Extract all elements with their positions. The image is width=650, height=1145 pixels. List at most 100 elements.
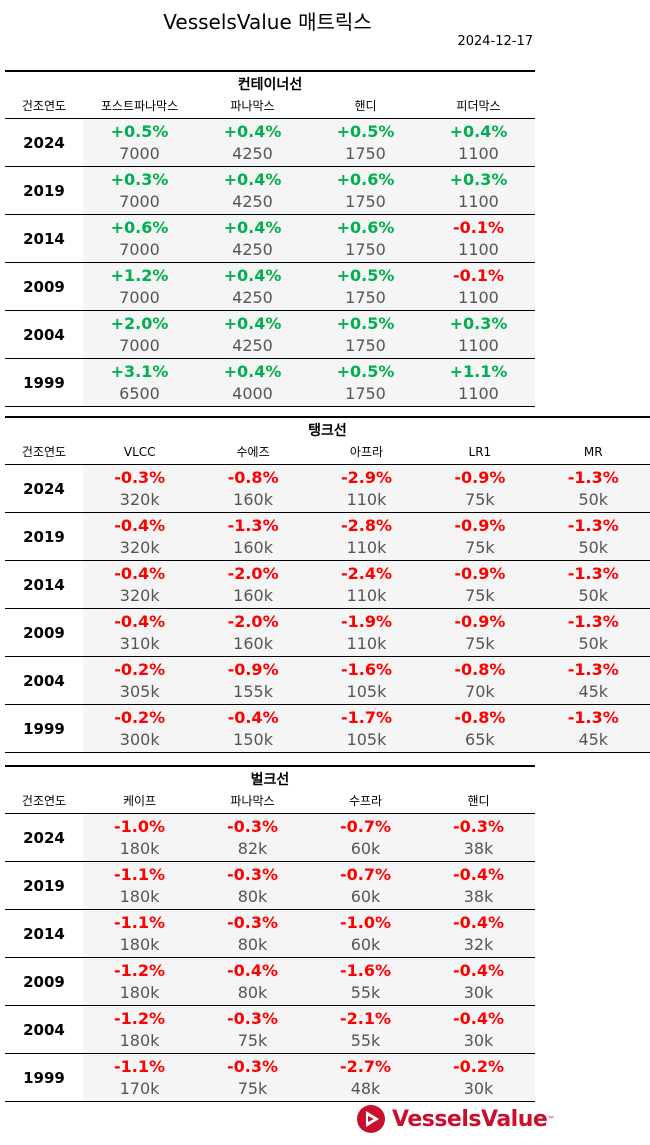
vessel-value: 7000 (119, 239, 160, 259)
table-row: 2004 -1.2% 180k -0.3% 75k -2.1% 55k -0.4% 30k (5, 1006, 535, 1054)
change-percent: -1.1% (113, 1056, 165, 1076)
vessel-value: 4250 (232, 191, 273, 211)
vessel-value: 180k (119, 934, 160, 954)
value-cell: +0.4% 4250 (196, 215, 309, 262)
change-percent: -0.4% (114, 563, 166, 583)
year-header: 건조연도 (21, 445, 67, 459)
change-percent: +0.6% (110, 217, 169, 237)
value-cell: -0.9% 75k (423, 513, 537, 560)
vessel-value: 110k (346, 489, 387, 509)
year-cell: 2014 (5, 910, 83, 957)
change-percent: +0.4% (449, 121, 508, 141)
value-cell: -0.9% 75k (423, 465, 537, 512)
column-header: 핸디 (467, 794, 490, 808)
value-cell: +2.0% 7000 (83, 311, 196, 358)
vessel-value: 1100 (458, 191, 499, 211)
value-cell: -0.2% 300k (83, 705, 197, 752)
value-cell: -1.0% 60k (309, 910, 422, 957)
year-cell: 2024 (5, 814, 83, 861)
value-cell: -0.3% 80k (196, 910, 309, 957)
vessel-value: 50k (578, 489, 609, 509)
change-percent: -0.9% (227, 659, 279, 679)
section-table: 컨테이너선 건조연도 포스트파나막스 파나막스 핸디 피더막스 2024 +0.5% 7000… (5, 70, 535, 407)
vessel-value: 1750 (345, 191, 386, 211)
vessel-value: 160k (233, 489, 273, 509)
change-percent: -0.4% (452, 1008, 504, 1028)
vessel-value: 75k (465, 489, 495, 509)
change-percent: -1.3% (567, 467, 619, 487)
value-cell: -1.3% 50k (536, 561, 650, 608)
value-cell: -2.4% 110k (309, 561, 424, 608)
vessel-value: 320k (119, 537, 160, 557)
value-cell: +0.5% 1750 (309, 311, 422, 358)
value-cell: -0.4% 80k (196, 958, 309, 1005)
value-cell: -0.2% 305k (83, 657, 197, 704)
value-cell: -1.6% 105k (309, 657, 424, 704)
vessel-value: 4250 (232, 239, 273, 259)
vessel-value: 55k (350, 982, 381, 1002)
vessel-value: 75k (237, 1030, 268, 1050)
vessel-value: 110k (346, 633, 387, 653)
divider (5, 765, 535, 767)
value-cell: -0.8% 70k (423, 657, 537, 704)
year-cell: 2019 (5, 167, 83, 214)
column-header: 파나막스 (230, 99, 275, 113)
value-cell: -1.3% 50k (536, 513, 650, 560)
change-percent: +0.3% (110, 169, 169, 189)
year-cell: 2019 (5, 513, 83, 560)
year-header: 건조연도 (21, 99, 67, 113)
section-table: 벌크선 건조연도 케이프 파나막스 수프라 핸디 2024 -1.0% 180k -0.3% 82… (5, 765, 535, 1102)
change-percent: -0.7% (339, 816, 391, 836)
value-cell: -0.7% 60k (309, 862, 422, 909)
vessel-value: 75k (237, 1078, 268, 1098)
vessel-value: 320k (119, 585, 160, 605)
change-percent: -0.3% (226, 1008, 278, 1028)
value-cell: -2.8% 110k (309, 513, 424, 560)
table-row: 2009 -0.4% 310k -2.0% 160k -1.9% 110k -0.9% 75k -… (5, 609, 650, 657)
column-header: 파나막스 (230, 794, 275, 808)
vessel-value: 75k (465, 585, 495, 605)
vessel-value: 300k (119, 729, 160, 749)
change-percent: -0.4% (452, 864, 504, 884)
vessel-value: 45k (578, 729, 609, 749)
change-percent: -0.3% (452, 816, 504, 836)
year-cell: 2014 (5, 215, 83, 262)
change-percent: +0.4% (223, 313, 282, 333)
change-percent: -0.3% (226, 816, 278, 836)
table-row: 2009 -1.2% 180k -0.4% 80k -1.6% 55k -0.4% 30k (5, 958, 535, 1006)
value-cell: -0.4% 38k (422, 862, 535, 909)
vessel-value: 82k (237, 838, 268, 858)
change-percent: -0.9% (454, 515, 506, 535)
value-cell: -0.3% 320k (83, 465, 197, 512)
value-cell: -1.3% 45k (536, 705, 650, 752)
change-percent: -0.3% (226, 864, 278, 884)
vessel-value: 38k (463, 838, 494, 858)
column-header: VLCC (123, 445, 156, 459)
value-cell: +0.6% 7000 (83, 215, 196, 262)
year-cell: 2004 (5, 311, 83, 358)
table-row: 1999 -1.1% 170k -0.3% 75k -2.7% 48k -0.2% 30k (5, 1054, 535, 1102)
change-percent: +0.5% (336, 265, 395, 285)
section-table: 탱크선 건조연도 VLCC 수에즈 아프라 LR1 MR 2024 -0.3% 320k -0.8… (5, 416, 650, 753)
value-cell: +3.1% 6500 (83, 359, 196, 406)
value-cell: +0.6% 1750 (309, 215, 422, 262)
value-cell: -0.1% 1100 (422, 263, 535, 310)
value-cell: +0.6% 1750 (309, 167, 422, 214)
vessel-value: 48k (350, 1078, 381, 1098)
column-header: LR1 (468, 445, 492, 459)
change-percent: -1.6% (340, 659, 392, 679)
table-row: 2024 -0.3% 320k -0.8% 160k -2.9% 110k -0.9% 75k -… (5, 465, 650, 513)
change-percent: -1.2% (113, 960, 165, 980)
column-header: MR (583, 445, 603, 459)
vessel-value: 1100 (458, 287, 499, 307)
year-cell: 2009 (5, 263, 83, 310)
value-cell: -2.0% 160k (196, 609, 310, 656)
change-percent: -0.4% (114, 515, 166, 535)
change-percent: +0.4% (223, 121, 282, 141)
vessel-value: 1750 (345, 287, 386, 307)
column-header: 케이프 (122, 794, 157, 808)
vessel-value: 170k (119, 1078, 160, 1098)
vessel-value: 320k (119, 489, 160, 509)
value-cell: +1.2% 7000 (83, 263, 196, 310)
change-percent: -0.7% (339, 864, 391, 884)
